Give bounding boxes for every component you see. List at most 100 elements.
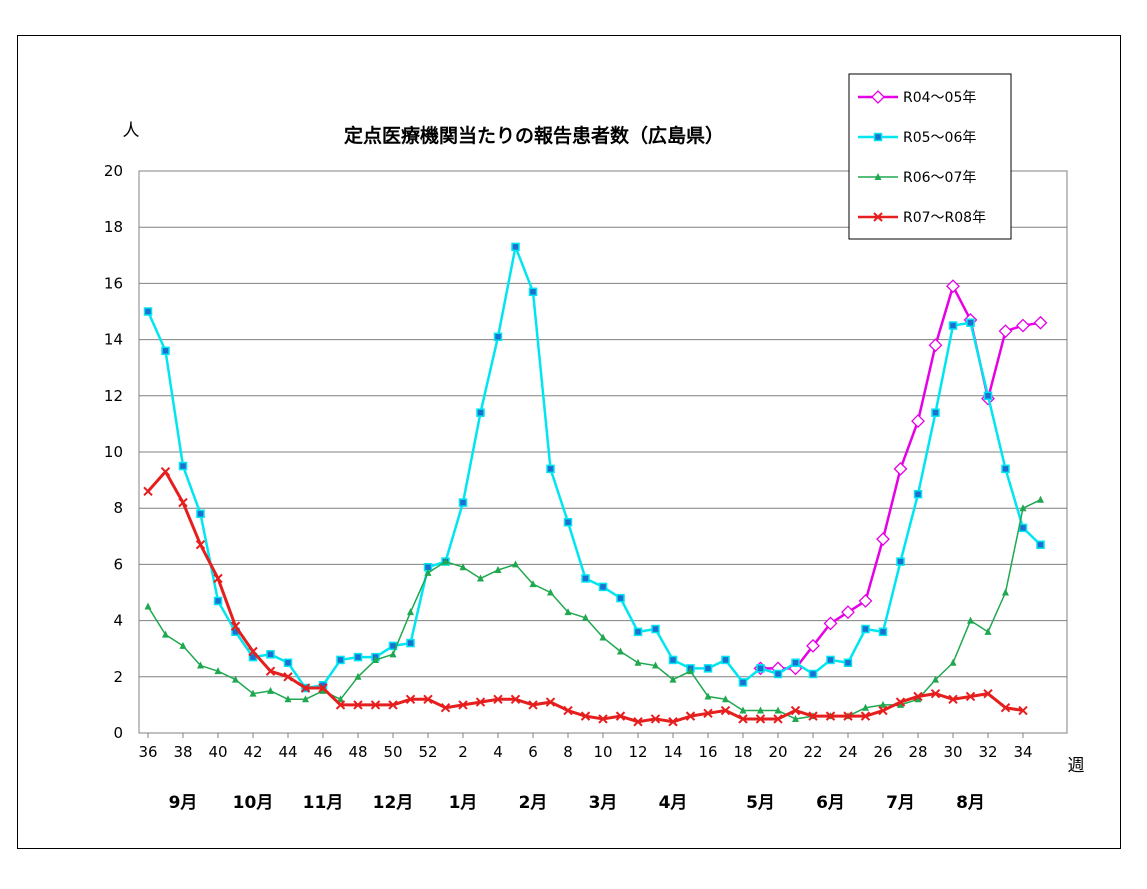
data-point (319, 686, 327, 694)
data-point (983, 391, 993, 401)
data-point (1001, 464, 1010, 474)
data-point (232, 675, 239, 683)
data-point (442, 557, 449, 565)
data-point (668, 717, 678, 727)
chart-title: 定点医療機関当たりの報告患者数（広島県） (344, 124, 724, 147)
data-point (757, 706, 764, 714)
x-tick-label: 38 (173, 743, 192, 761)
month-label: 11月 (303, 793, 344, 813)
data-point (161, 346, 170, 356)
x-tick-label: 34 (1013, 743, 1032, 761)
x-tick-label: 46 (313, 743, 332, 761)
x-tick-label: 42 (243, 743, 262, 761)
x-tick-label: 28 (908, 743, 927, 761)
data-point (911, 414, 925, 429)
month-label: 4月 (659, 793, 688, 813)
x-tick-label: 30 (943, 743, 962, 761)
x-tick-label: 18 (733, 743, 752, 761)
data-point (178, 497, 188, 508)
data-point (370, 700, 381, 710)
data-point (948, 321, 958, 330)
data-point (195, 540, 206, 550)
data-point (335, 700, 346, 710)
legend-label: R05～06年 (903, 130, 976, 146)
data-point (738, 714, 748, 724)
legend-label: R07～R08年 (903, 210, 986, 226)
data-point (967, 616, 974, 624)
data-point (878, 705, 888, 716)
data-point (337, 695, 344, 703)
y-tick-label: 18 (104, 218, 123, 236)
x-tick-label: 32 (978, 743, 997, 761)
data-point (703, 664, 713, 673)
data-point (825, 711, 836, 721)
data-point (773, 714, 783, 724)
data-point (790, 705, 801, 716)
data-point (440, 703, 451, 713)
x-tick-label: 4 (493, 743, 503, 761)
data-point (581, 574, 590, 583)
data-point (774, 706, 782, 714)
data-point (475, 697, 486, 707)
data-point (826, 655, 835, 665)
data-point (300, 683, 311, 693)
data-point (1018, 523, 1028, 533)
month-label: 10月 (233, 793, 274, 813)
data-point (564, 608, 572, 616)
y-tick-label: 2 (113, 668, 123, 686)
data-point (547, 588, 554, 596)
data-point (966, 318, 975, 327)
data-point (249, 689, 257, 697)
x-tick-label: 26 (873, 743, 892, 761)
legend-item: R06～07年 (858, 170, 976, 186)
data-point (598, 714, 608, 724)
month-label: 6月 (816, 793, 845, 813)
data-point (213, 573, 223, 584)
data-point (843, 658, 853, 667)
data-point (563, 705, 573, 716)
data-point (1037, 495, 1044, 503)
data-point (511, 242, 520, 252)
data-point (423, 694, 433, 704)
legend: R04～05年 R05～06年 R06～07年 R07～R08年 (848, 73, 1012, 240)
data-point (302, 695, 309, 703)
data-point (650, 714, 661, 724)
x-tick-label: 16 (698, 743, 717, 761)
data-point (477, 574, 484, 582)
x-tick-label: 6 (528, 743, 538, 761)
data-point (214, 667, 222, 675)
grid-lines (139, 226, 1067, 678)
data-point (510, 694, 521, 704)
data-point (615, 711, 626, 721)
data-point (755, 714, 766, 724)
data-point (721, 655, 730, 665)
data-point (266, 650, 275, 659)
y-tick-label: 6 (113, 555, 123, 573)
data-point (528, 700, 538, 710)
data-point (652, 661, 659, 669)
data-point (738, 678, 748, 687)
month-label: 12月 (373, 793, 414, 813)
data-point (879, 700, 887, 708)
x-tick-label: 44 (278, 743, 297, 761)
x-axis-unit-label: 週 (1068, 756, 1085, 776)
data-point (878, 627, 888, 637)
data-point (949, 658, 957, 666)
data-point (687, 667, 694, 675)
data-point (582, 613, 589, 621)
data-point (948, 694, 958, 704)
data-point (913, 691, 923, 702)
data-point (860, 711, 871, 721)
data-point (458, 498, 468, 507)
y-axis-unit-label: 人 (123, 121, 140, 141)
data-point (406, 638, 415, 648)
series-cross (143, 466, 1028, 727)
data-point (1018, 705, 1028, 716)
month-label: 7月 (886, 793, 915, 813)
data-point (1016, 318, 1030, 333)
y-tick-label: 14 (104, 331, 123, 349)
data-point (283, 672, 293, 682)
data-point (756, 664, 765, 673)
series-line (146, 245, 1042, 690)
data-point (634, 658, 642, 666)
